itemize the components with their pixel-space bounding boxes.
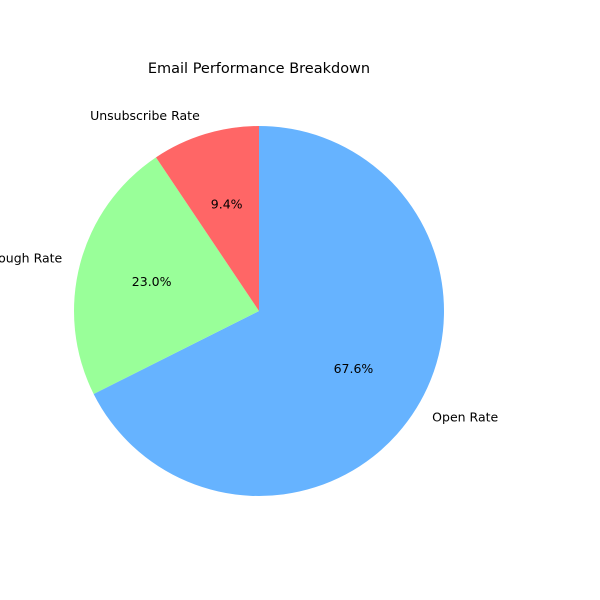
pie-labels: Open Rate 67.6% Click-Through Rate 23.0% Uns… [0,108,499,425]
slice-label-click-through-rate: Click-Through Rate [0,251,63,266]
slice-label-open-rate: Open Rate [432,409,498,424]
slice-percent-click-through-rate: 23.0% [132,274,172,289]
pie-slice-click-through-rate [74,157,259,394]
chart-title: Email Performance Breakdown [148,61,370,77]
slice-percent-unsubscribe-rate: 9.4% [211,196,243,211]
pie-slice-unsubscribe-rate [155,126,259,311]
slice-percent-open-rate: 67.6% [334,361,374,376]
pie-slice-open-rate [93,125,445,496]
slice-label-unsubscribe-rate: Unsubscribe Rate [90,108,200,123]
pie-slices [74,125,445,496]
